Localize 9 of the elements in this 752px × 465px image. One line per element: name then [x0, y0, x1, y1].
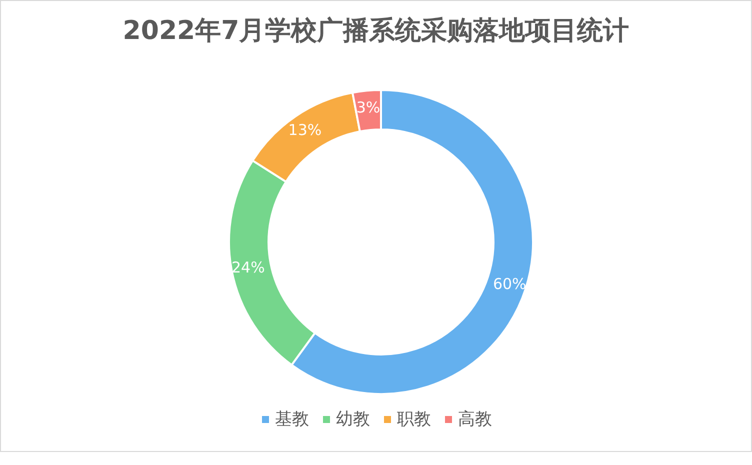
data-label: 13%: [288, 121, 322, 140]
data-label: 3%: [356, 98, 380, 116]
chart-title: 2022年7月学校广播系统采购落地项目统计: [122, 16, 630, 46]
legend-label: 幼教: [336, 410, 370, 430]
legend-label: 高教: [458, 410, 492, 430]
legend-label: 基教: [275, 410, 309, 430]
legend-label: 职教: [397, 410, 431, 430]
data-label: 24%: [231, 258, 265, 276]
data-label: 60%: [492, 274, 526, 293]
